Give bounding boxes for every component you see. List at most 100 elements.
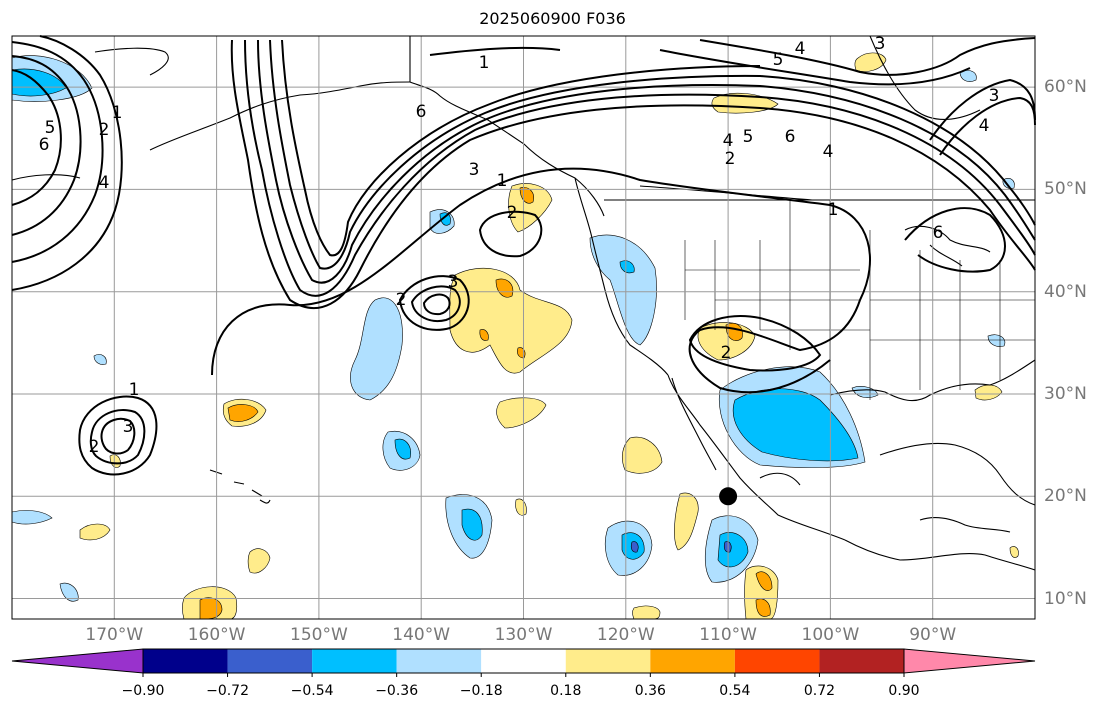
anomaly-shaded-region [508,183,553,233]
anomaly-shaded-region [589,234,657,346]
contour-line [939,96,1036,156]
contour-line [688,315,822,372]
contour-line [659,49,971,86]
anomaly-shaded-region [394,438,411,460]
colorbar-tick-label: −0.36 [375,683,419,699]
anomaly-shaded-region [496,397,547,429]
colorbar-segment [565,649,651,673]
colorbar-tick-label: −0.54 [290,683,334,699]
contour-value-label: 3 [989,86,1000,106]
contour-line [100,417,136,455]
contour-value-label: 2 [396,290,407,310]
anomaly-shaded-region [59,582,79,602]
map-frame [11,35,1036,620]
colorbar-outline [142,648,905,674]
coastline-layer [11,35,1036,571]
anomaly-shaded-region [959,70,977,82]
contour-line [429,46,561,56]
latitude-label: 30°N [1044,383,1087,404]
contour-value-label: 6 [933,223,944,243]
contour-value-label: 5 [743,127,754,147]
contour-line [257,39,1036,284]
contour-line [398,275,470,331]
colorbar-segment [734,649,820,673]
contour-value-label: 2 [99,120,110,140]
anomaly-shaded-region [461,508,483,541]
anomaly-shaded-region [79,523,111,541]
contour-value-label: 2 [89,437,100,457]
coastline-segment [409,36,605,217]
anomaly-shaded-region [247,548,271,574]
anomaly-shaded-region [109,454,121,468]
coastline-segment [844,539,1036,571]
contour-line [11,41,104,263]
coastline-segment [671,377,717,471]
coastline-segment [259,499,271,504]
contour-value-label: 4 [823,142,834,162]
contour-value-label: 6 [416,102,427,122]
coastline-segment [233,481,245,485]
contour-value-label: 1 [497,171,508,191]
colorbar-tick-label: 0.18 [550,683,582,699]
contour-line [11,55,82,236]
contour-value-label: 6 [785,127,796,147]
longitude-label: 170°W [85,625,144,645]
contour-value-label: 4 [723,131,734,151]
map-title: 2025060900 F036 [479,9,626,28]
contour-value-label: 1 [828,200,839,220]
anomaly-shaded-region [755,598,771,617]
contour-line [904,207,1006,273]
contour-line [929,78,1036,141]
coastline-segment [904,225,991,253]
contour-layer [11,35,1036,476]
longitude-label: 90°W [909,625,957,645]
contour-line [89,409,146,465]
contour-line [269,39,1036,270]
coastline-segment [919,516,1011,533]
longitude-label: 120°W [596,625,655,645]
colorbar-tick-label: 0.90 [888,683,920,699]
contour-value-label: 1 [129,380,140,400]
colorbar-tick-label: −0.18 [459,683,503,699]
contour-value-label: 4 [99,173,110,193]
coastline-segment [209,469,223,475]
contour-line [410,285,461,322]
contour-line [422,293,451,316]
colorbar-tick-label: −0.90 [121,683,165,699]
colorbar-tick-label: 0.54 [719,683,751,699]
contour-value-label: 3 [469,160,480,180]
contour-line [11,69,62,206]
contour-value-label: 2 [507,203,518,223]
contour-value-label: 5 [45,118,56,138]
anomaly-shaded-region [93,354,107,365]
colorbar-extend-min [11,648,144,674]
contour-value-label: 6 [39,135,50,155]
colorbar-segment [312,649,397,673]
coastline-segment [149,81,411,151]
gridline-layer [12,36,1035,619]
contour-value-label: 1 [479,53,490,73]
anomaly-shaded-region [630,541,639,553]
coastline-segment [94,47,169,76]
anomaly-shaded-region [717,532,749,568]
colorbar-segment [650,649,735,673]
anomaly-shaded-region [479,329,489,341]
anomaly-shaded-region [851,386,879,398]
contour-line [78,395,158,476]
anomaly-shaded-region [854,52,887,72]
longitude-label: 110°W [699,625,757,645]
contour-value-label: 2 [721,343,732,363]
anomaly-shaded-region [621,436,663,474]
anomaly-shaded-region [350,297,403,401]
colorbar-tick-label: 0.36 [634,683,666,699]
contour-value-label: 2 [725,149,736,169]
colorbar-tick-label: 0.72 [803,683,836,699]
longitude-label: 140°W [392,625,451,645]
colorbar-extend-max [903,648,1036,674]
latitude-label: 20°N [1044,486,1087,507]
latitude-label: 40°N [1044,281,1087,302]
anomaly-shaded-region [619,260,635,274]
anomaly-shaded-region [732,388,859,462]
